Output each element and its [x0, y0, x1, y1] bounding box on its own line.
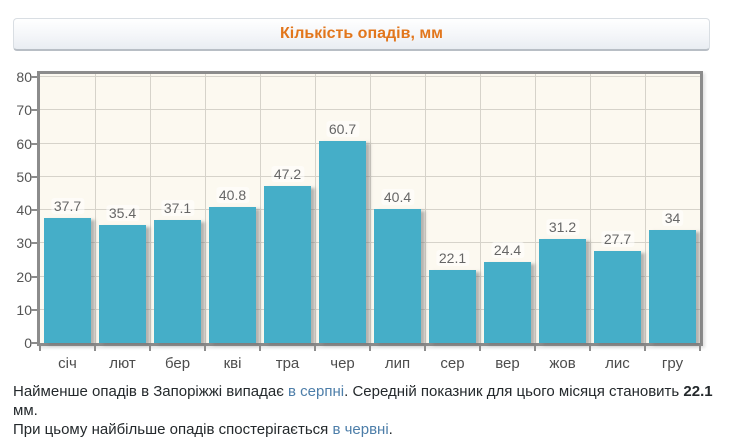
gridline-v [535, 74, 536, 343]
chart-title-bar: Кількість опадів, мм [13, 18, 710, 51]
bar-тра [264, 186, 311, 343]
bar-value-label: 31.2 [545, 219, 580, 236]
footer-link-1-1[interactable]: в червні [332, 421, 389, 438]
gridline-v [370, 74, 371, 343]
x-axis-tick [589, 346, 591, 351]
chart-title: Кількість опадів, мм [279, 25, 443, 42]
bar-value-label: 34 [661, 209, 684, 226]
x-axis-tick [424, 346, 426, 351]
bar-лис [594, 250, 641, 343]
gridline-v [260, 74, 261, 343]
bar-value-label: 37.1 [160, 199, 195, 216]
x-axis-label: кві [223, 355, 242, 372]
x-axis-label: чер [330, 355, 355, 372]
bar-кві [209, 207, 256, 343]
x-axis-tick [699, 346, 701, 351]
bar-січ [44, 217, 91, 343]
bar-value-label: 60.7 [325, 121, 360, 138]
x-axis-label: вер [495, 355, 520, 372]
bar-value-label: 37.7 [50, 197, 85, 214]
footer-text: . Середній показник для цього місяця ста… [344, 383, 684, 400]
bar-лют [99, 225, 146, 343]
x-axis-tick [259, 346, 261, 351]
footer-text: . [388, 421, 393, 438]
x-axis-label: тра [275, 355, 300, 372]
bar-value-label: 47.2 [270, 166, 305, 183]
x-axis-label: сер [440, 355, 465, 372]
bar-value-label: 35.4 [105, 205, 140, 222]
x-axis-label: жов [549, 355, 576, 372]
y-axis-label: 70 [16, 102, 32, 119]
x-axis-tick [204, 346, 206, 351]
bar-гру [649, 229, 696, 343]
bar-бер [154, 219, 201, 343]
footer-text: Найменше опадів в Запоріжжі випадає [13, 383, 289, 400]
gridline-v [95, 74, 96, 343]
footer-text: При цьому найбільше опадів спостерігаєть… [13, 421, 333, 438]
x-axis-tick [479, 346, 481, 351]
bar-вер [484, 261, 531, 343]
y-axis-tick [31, 109, 37, 112]
y-axis-label: 10 [16, 301, 32, 318]
x-axis-label: лис [605, 355, 630, 372]
x-axis-label: лип [384, 355, 411, 372]
bar-value-label: 40.8 [215, 187, 250, 204]
y-axis-tick [31, 142, 37, 145]
x-axis-label: січ [58, 355, 77, 372]
y-axis-tick [31, 209, 37, 211]
footer-text: мм. [13, 402, 38, 419]
summary-line-1: Найменше опадів в Запоріжжі випадає в се… [13, 382, 723, 420]
bar-жов [539, 239, 586, 343]
bar-чер [319, 141, 366, 343]
gridline-v [315, 74, 316, 343]
gridline-v [645, 74, 646, 343]
y-axis-tick [31, 242, 37, 245]
x-axis-tick [314, 346, 316, 351]
x-axis-label: гру [661, 355, 684, 372]
gridline-v [150, 74, 151, 343]
y-axis-tick [31, 308, 37, 311]
y-axis-label: 30 [16, 235, 32, 252]
gridline-v [205, 74, 206, 343]
y-axis-label: 50 [16, 168, 32, 185]
gridline-v [425, 74, 426, 343]
x-axis-tick [94, 346, 96, 351]
y-axis-label: 20 [16, 268, 32, 285]
precipitation-chart: 37.7 35.4 37.1 40.8 47.2 60.7 40.4 22.1 24.4 31.2… [16, 69, 703, 372]
x-axis-tick [149, 346, 151, 351]
y-axis-label: 60 [16, 135, 32, 152]
y-axis-tick [31, 342, 37, 344]
y-axis-label: 80 [16, 69, 32, 85]
bar-value-label: 40.4 [380, 188, 415, 205]
y-axis-tick [31, 175, 37, 178]
bar-value-label: 22.1 [435, 249, 470, 266]
footer-link-0-1[interactable]: в серпні [288, 383, 345, 400]
x-axis-tick [39, 346, 41, 351]
y-axis-tick [31, 76, 37, 78]
x-axis-tick [534, 346, 536, 351]
summary-text: Найменше опадів в Запоріжжі випадає в се… [13, 382, 723, 439]
bar-value-label: 24.4 [490, 241, 525, 258]
bar-лип [374, 208, 421, 343]
x-axis-tick [369, 346, 371, 351]
bar-value-label: 27.7 [600, 230, 635, 247]
footer-bold-value: 22.1 [683, 383, 713, 400]
y-axis-label: 40 [16, 202, 32, 218]
x-axis-label: лют [109, 355, 136, 372]
gridline-v [480, 74, 481, 343]
summary-line-2: При цьому найбільше опадів спостерігаєть… [13, 420, 723, 439]
plot-area: 37.7 35.4 37.1 40.8 47.2 60.7 40.4 22.1 24.4 31.2… [37, 71, 703, 346]
gridline-v [590, 74, 591, 343]
x-axis-label: бер [164, 355, 191, 372]
x-axis-tick [644, 346, 646, 351]
y-axis-tick [31, 275, 37, 278]
y-axis-label: 0 [24, 335, 32, 351]
bar-сер [429, 269, 476, 343]
